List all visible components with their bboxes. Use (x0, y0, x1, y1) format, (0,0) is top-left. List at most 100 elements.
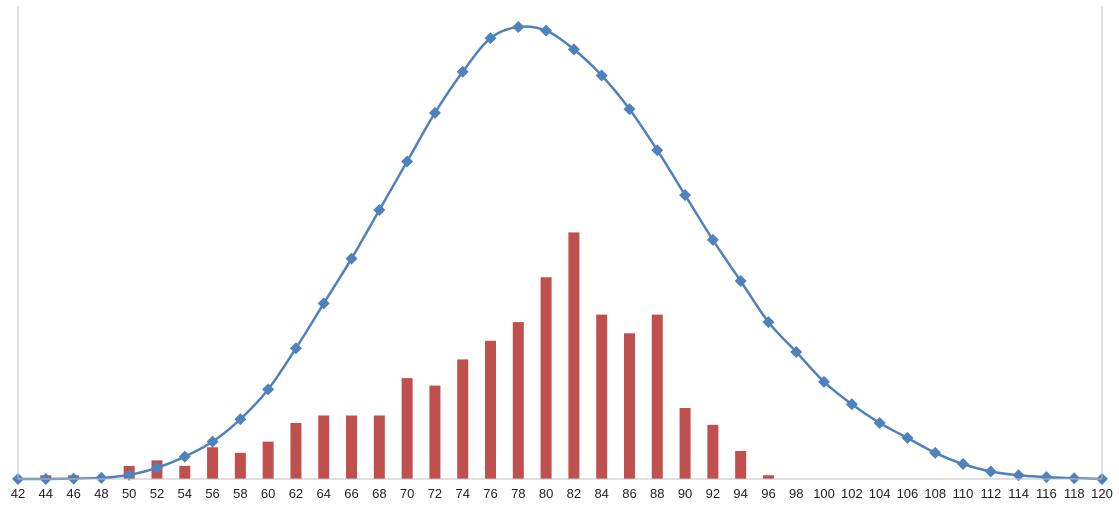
x-tick-label-70: 70 (400, 486, 414, 501)
x-tick-label-104: 104 (869, 486, 891, 501)
point-90 (679, 189, 692, 202)
bar-90 (679, 408, 691, 479)
point-60 (262, 383, 275, 396)
bar-84 (596, 314, 608, 479)
x-tick-label-100: 100 (813, 486, 835, 501)
x-tick-label-108: 108 (924, 486, 946, 501)
bar-94 (735, 450, 747, 479)
curve-line (17, 25, 1103, 481)
point-116 (1040, 471, 1053, 484)
x-tick-label-82: 82 (567, 486, 581, 501)
x-tick-label-120: 120 (1091, 486, 1113, 501)
point-100 (818, 375, 831, 388)
point-74 (456, 65, 469, 78)
plot-area (12, 20, 1108, 485)
x-tick-label-58: 58 (233, 486, 247, 501)
point-106 (901, 431, 914, 444)
bar-60 (262, 441, 274, 479)
x-tick-label-46: 46 (66, 486, 80, 501)
x-tick-label-110: 110 (953, 486, 974, 501)
bar-92 (707, 424, 719, 479)
bar-72 (429, 385, 441, 479)
point-110 (957, 458, 970, 471)
point-62 (289, 342, 302, 355)
x-tick-label-80: 80 (539, 486, 553, 501)
point-58 (234, 413, 247, 426)
bar-66 (346, 415, 358, 479)
x-tick-label-68: 68 (372, 486, 386, 501)
x-tick-label-72: 72 (428, 486, 442, 501)
bar-78 (512, 322, 524, 479)
x-tick-label-54: 54 (178, 486, 192, 501)
point-112 (984, 465, 997, 478)
bar-62 (290, 422, 302, 479)
x-tick-label-60: 60 (261, 486, 275, 501)
x-tick-label-88: 88 (650, 486, 664, 501)
bar-64 (318, 415, 330, 479)
x-tick-label-52: 52 (150, 486, 164, 501)
point-48 (95, 471, 108, 484)
point-96 (762, 316, 775, 329)
point-68 (373, 204, 386, 217)
bar-86 (623, 333, 635, 479)
bar-96 (762, 475, 774, 479)
x-tick-label-98: 98 (789, 486, 803, 501)
point-88 (651, 144, 664, 157)
bar-70 (401, 378, 413, 479)
point-78 (512, 20, 525, 33)
point-80 (540, 24, 553, 37)
x-tick-label-106: 106 (897, 486, 919, 501)
bar-54 (179, 465, 191, 479)
x-tick-label-44: 44 (39, 486, 53, 501)
bar-68 (373, 415, 385, 479)
x-tick-label-90: 90 (678, 486, 692, 501)
bar-58 (234, 452, 246, 479)
x-tick-label-92: 92 (706, 486, 720, 501)
point-66 (345, 252, 358, 265)
point-102 (845, 398, 858, 411)
x-tick-label-76: 76 (483, 486, 497, 501)
point-98 (790, 345, 803, 358)
point-72 (428, 106, 441, 119)
bar-56 (207, 447, 219, 479)
point-56 (206, 435, 219, 448)
x-tick-labels: 42 44 46 48 50 52 54 56 58 60 62 64 66 68 70 72 74 76 78 80… (11, 486, 1113, 501)
x-tick-label-94: 94 (733, 486, 747, 501)
x-tick-label-66: 66 (344, 486, 358, 501)
x-tick-label-78: 78 (511, 486, 525, 501)
point-54 (178, 450, 191, 463)
point-50 (123, 468, 136, 481)
bar-88 (651, 314, 663, 479)
bar-82 (568, 232, 580, 479)
bar-74 (457, 359, 469, 479)
bar-80 (540, 277, 552, 479)
x-tick-label-118: 118 (1064, 486, 1085, 501)
x-tick-label-42: 42 (11, 486, 25, 501)
point-70 (401, 155, 414, 168)
point-114 (1012, 469, 1025, 482)
x-tick-label-74: 74 (455, 486, 469, 501)
point-52 (150, 461, 163, 474)
x-tick-label-102: 102 (841, 486, 863, 501)
point-94 (734, 274, 747, 287)
point-118 (1068, 472, 1081, 485)
point-64 (317, 297, 330, 310)
point-86 (623, 103, 636, 116)
x-tick-label-50: 50 (122, 486, 136, 501)
x-tick-label-114: 114 (1008, 486, 1029, 501)
x-tick-label-86: 86 (622, 486, 636, 501)
point-84 (595, 69, 608, 82)
bar-76 (485, 340, 497, 479)
x-tick-label-112: 112 (980, 486, 1001, 501)
x-tick-label-96: 96 (761, 486, 775, 501)
point-76 (484, 32, 497, 45)
x-tick-label-48: 48 (94, 486, 108, 501)
point-104 (873, 416, 886, 429)
x-tick-label-84: 84 (594, 486, 608, 501)
x-tick-label-62: 62 (289, 486, 303, 501)
point-92 (706, 233, 719, 246)
point-108 (929, 446, 942, 459)
x-tick-label-64: 64 (317, 486, 331, 501)
axes (17, 6, 1103, 480)
